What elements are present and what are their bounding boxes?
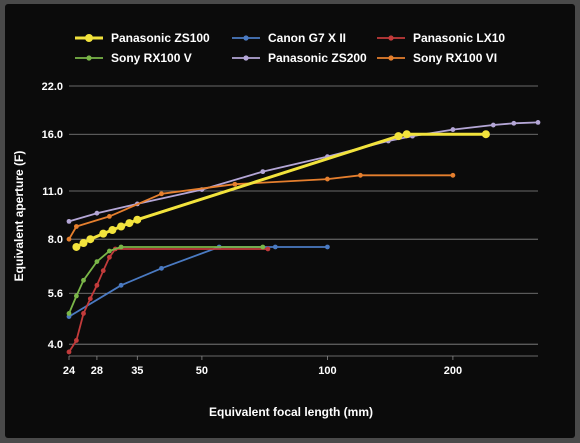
legend-item-panasonic-lx10: Panasonic LX10 <box>377 31 505 45</box>
chart-panel: 4.0 5.6 8.0 11.0 16.0 22.0 24 28 35 50 100 200 Pana… <box>5 4 575 438</box>
legend-swatch-marker <box>388 35 394 41</box>
y-tick-label: 5.6 <box>48 288 63 300</box>
legend-label: Canon G7 X II <box>268 31 346 45</box>
data-point-panasonic-zs100 <box>86 235 95 244</box>
data-point-panasonic-zs200 <box>94 210 100 216</box>
data-point-sony-rx100-v <box>94 259 100 265</box>
data-point-panasonic-zs100 <box>72 242 81 251</box>
data-point-sony-rx100-vi <box>66 236 72 242</box>
data-point-panasonic-zs200 <box>260 169 266 175</box>
x-tick-label: 200 <box>444 365 462 377</box>
data-point-sony-rx100-vi <box>159 191 164 197</box>
y-tick-label: 22.0 <box>42 81 63 93</box>
legend-item-panasonic-zs200: Panasonic ZS200 <box>232 51 367 65</box>
legend-label: Panasonic ZS200 <box>268 51 367 65</box>
legend-label: Sony RX100 VI <box>413 51 497 65</box>
data-point-canon-g7-x-ii <box>272 244 278 250</box>
x-tick-label: 35 <box>131 365 143 377</box>
data-point-panasonic-zs100 <box>133 215 142 224</box>
legend-item-panasonic-zs100: Panasonic ZS100 <box>75 31 210 45</box>
data-point-panasonic-lx10 <box>66 349 72 355</box>
series-line-panasonic-lx10 <box>68 248 269 353</box>
legend-item-sony-rx100-vi: Sony RX100 VI <box>377 51 497 65</box>
legend-swatch-marker <box>243 55 249 61</box>
data-point-sony-rx100-v <box>260 244 266 250</box>
legend: Panasonic ZS100 Canon G7 X II Panasonic LX… <box>75 31 505 65</box>
legend-item-sony-rx100-v: Sony RX100 V <box>75 51 192 65</box>
gridlines <box>68 85 538 360</box>
data-point-canon-g7-x-ii <box>118 282 124 288</box>
data-point-panasonic-zs200 <box>66 218 72 224</box>
data-point-panasonic-lx10 <box>73 338 79 343</box>
chart-svg: 4.0 5.6 8.0 11.0 16.0 22.0 24 28 35 50 100 200 Pana… <box>12 31 541 419</box>
axes-group: 4.0 5.6 8.0 11.0 16.0 22.0 24 28 35 50 100 200 <box>42 81 463 377</box>
legend-label: Sony RX100 V <box>111 51 192 65</box>
data-point-sony-rx100-v <box>73 293 79 299</box>
legend-swatch-marker <box>388 55 394 61</box>
y-tick-label: 8.0 <box>48 234 63 246</box>
data-point-panasonic-zs100 <box>117 222 126 231</box>
legend-label: Panasonic ZS100 <box>111 31 210 45</box>
y-axis-label: Equivalent aperture (F) <box>12 151 26 282</box>
data-point-panasonic-lx10 <box>81 311 86 316</box>
x-axis-label: Equivalent focal length (mm) <box>209 405 373 419</box>
x-tick-label: 28 <box>91 365 103 377</box>
data-point-sony-rx100-vi <box>107 214 112 219</box>
data-point-panasonic-lx10 <box>107 254 112 260</box>
data-point-panasonic-zs100 <box>108 226 117 235</box>
legend-item-canon-g7-x-ii: Canon G7 X II <box>232 31 346 45</box>
series-line-sony-rx100-vi <box>68 174 454 241</box>
data-point-panasonic-zs200 <box>490 122 496 128</box>
data-point-sony-rx100-vi <box>324 176 330 182</box>
series-line-sony-rx100-v <box>68 246 264 315</box>
data-point-sony-rx100-vi <box>73 224 79 229</box>
x-tick-label: 50 <box>196 365 208 377</box>
series-line-panasonic-zs200 <box>68 121 539 223</box>
data-point-panasonic-zs100 <box>99 229 108 238</box>
data-point-canon-g7-x-ii <box>324 244 330 250</box>
data-point-panasonic-zs100 <box>125 219 134 228</box>
x-tick-label: 100 <box>318 365 336 377</box>
data-point-panasonic-lx10 <box>87 296 93 302</box>
series-group <box>66 120 541 355</box>
legend-swatch-marker <box>86 55 92 61</box>
data-point-sony-rx100-vi <box>450 172 456 178</box>
legend-swatch-marker <box>243 35 249 41</box>
data-point-panasonic-zs200 <box>511 120 517 126</box>
data-point-panasonic-zs100 <box>394 132 403 141</box>
series-line-canon-g7-x-ii <box>68 246 329 318</box>
legend-label: Panasonic LX10 <box>413 31 505 45</box>
data-point-panasonic-lx10 <box>265 246 271 252</box>
x-tick-label: 24 <box>63 365 76 377</box>
data-point-sony-rx100-v <box>81 277 86 283</box>
y-tick-label: 11.0 <box>42 186 63 198</box>
data-point-panasonic-lx10 <box>100 268 106 274</box>
data-point-panasonic-zs100 <box>79 239 88 248</box>
y-tick-label: 16.0 <box>42 129 63 141</box>
data-point-panasonic-zs200 <box>535 120 541 125</box>
data-point-panasonic-lx10 <box>94 282 100 288</box>
data-point-canon-g7-x-ii <box>159 265 164 271</box>
data-point-panasonic-zs100 <box>402 130 411 139</box>
y-tick-label: 4.0 <box>48 339 63 351</box>
data-point-panasonic-zs100 <box>481 130 490 139</box>
data-point-sony-rx100-vi <box>358 172 363 178</box>
data-point-sony-rx100-vi <box>232 181 238 187</box>
data-point-panasonic-zs200 <box>450 127 456 132</box>
data-point-sony-rx100-v <box>107 248 112 254</box>
data-point-sony-rx100-v <box>66 311 72 316</box>
data-point-sony-rx100-v <box>118 244 124 250</box>
legend-swatch-marker <box>85 34 93 42</box>
